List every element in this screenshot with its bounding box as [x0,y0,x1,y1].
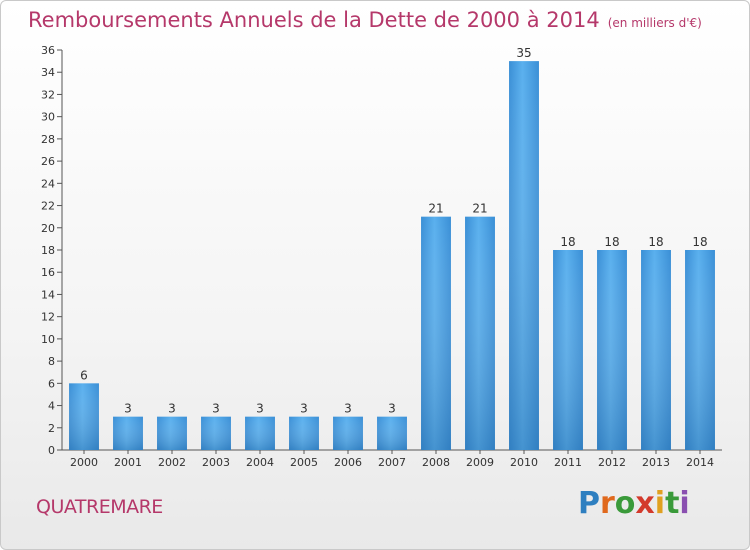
data-label-2009: 21 [472,202,487,216]
bar-shade-2008 [421,216,451,450]
y-tick-label: 26 [41,155,55,168]
data-label-2014: 18 [692,235,707,249]
data-label-2012: 18 [604,235,619,249]
data-label-2003: 3 [212,402,220,416]
bar-shade-2009 [465,216,495,450]
x-tick-label-2007: 2007 [378,456,406,469]
proxiti-logo: Proxiti [578,486,690,521]
data-labels: 6 3 3 3 3 3 3 3 21 21 35 18 18 18 18 [80,46,707,416]
y-tick-label: 22 [41,200,55,213]
data-label-2006: 3 [344,402,352,416]
logo-letter: t [665,486,680,521]
y-tick-label: 0 [48,444,55,457]
x-tick-label-2000: 2000 [70,456,98,469]
y-tick-label: 36 [41,44,55,57]
x-tick-label-2005: 2005 [290,456,318,469]
y-tick-label: 18 [41,244,55,257]
bar-shade-2014 [685,250,715,450]
y-tick-label: 24 [41,177,55,190]
data-label-2002: 3 [168,402,176,416]
commune-name: QUATREMARE [36,496,163,518]
logo-letter: r [600,486,615,521]
y-tick-label: 10 [41,333,55,346]
data-label-2008: 21 [428,202,443,216]
x-tick-label-2010: 2010 [510,456,538,469]
x-tick-label-2006: 2006 [334,456,362,469]
y-tick-label: 14 [41,288,55,301]
y-tick-label: 4 [48,400,55,413]
chart-unit-label: (en milliers d'€) [607,16,702,30]
x-tick-label-2013: 2013 [642,456,670,469]
data-label-2010: 35 [516,46,531,60]
data-label-2000: 6 [80,368,88,382]
y-tick-label: 16 [41,266,55,279]
logo-letter: P [578,486,600,521]
data-label-2007: 3 [388,402,396,416]
bar-shade-2007 [377,416,407,450]
bars [69,61,715,450]
bar-shade-2010 [509,61,539,450]
logo-letter: x [635,486,655,521]
x-tick-label-2011: 2011 [554,456,582,469]
data-label-2005: 3 [300,402,308,416]
x-tick-label-2003: 2003 [202,456,230,469]
x-tick-label-2004: 2004 [246,456,274,469]
y-tick-label: 28 [41,133,55,146]
bar-shade-2012 [597,250,627,450]
data-label-2011: 18 [560,235,575,249]
chart-title: Remboursements Annuels de la Dette de 20… [28,8,702,32]
data-label-2004: 3 [256,402,264,416]
y-tick-label: 34 [41,66,55,79]
bar-shade-2003 [201,416,231,450]
bar-shade-2004 [245,416,275,450]
bar-shade-2006 [333,416,363,450]
logo-letter: i [679,486,690,521]
bar-shade-2002 [157,416,187,450]
bar-shade-2001 [113,416,143,450]
x-tick-label-2014: 2014 [686,456,714,469]
bar-shade-2013 [641,250,671,450]
x-tick-label-2002: 2002 [158,456,186,469]
y-tick-label: 32 [41,88,55,101]
chart-title-text: Remboursements Annuels de la Dette de 20… [28,8,600,32]
x-tick-label-2001: 2001 [114,456,142,469]
bar-shade-2005 [289,416,319,450]
logo-letter: i [654,486,666,521]
data-label-2013: 18 [648,235,663,249]
y-tick-label: 12 [41,311,55,324]
bar-shade-2011 [553,250,583,450]
logo-letter: o [614,486,636,521]
x-tick-label-2009: 2009 [466,456,494,469]
data-label-2001: 3 [124,402,132,416]
y-tick-label: 30 [41,111,55,124]
y-tick-label: 2 [48,422,55,435]
bar-shade-2000 [69,383,99,450]
x-tick-label-2012: 2012 [598,456,626,469]
x-tick-label-2008: 2008 [422,456,450,469]
y-tick-label: 8 [48,355,55,368]
y-tick-label: 20 [41,222,55,235]
y-tick-label: 6 [48,377,55,390]
